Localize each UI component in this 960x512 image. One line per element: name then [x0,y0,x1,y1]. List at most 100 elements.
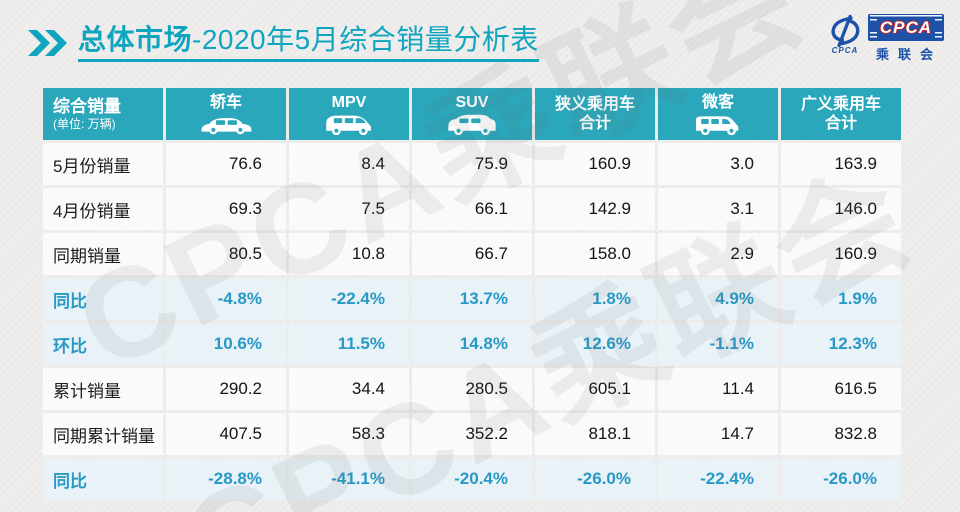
header-mpv: MPV [289,88,409,140]
cell-value: 1.9% [781,278,901,320]
row-label: 同期销量 [43,233,163,275]
header-broad-pv: 广义乘用车 合计 [781,88,901,140]
header-microvan-label: 微客 [701,93,734,111]
table-row-may-sales: 5月份销量 76.6 8.4 75.9 160.9 3.0 163.9 [43,143,901,185]
cpca-logo-right: CPCA 乘联会 [868,14,944,63]
cell-value: 605.1 [535,368,655,410]
cell-value: 280.5 [412,368,532,410]
cell-value: 818.1 [535,413,655,455]
cell-value: -26.0% [781,458,901,500]
page-title-highlight: 总体市场 [78,24,193,55]
cell-value: 12.6% [535,323,655,365]
suv-icon [412,113,532,136]
row-label: 同比 [43,458,163,500]
cell-value: 8.4 [289,143,409,185]
table-row-same-period-cumulative: 同期累计销量 407.5 58.3 352.2 818.1 14.7 832.8 [43,413,901,455]
cell-value: 14.8% [412,323,532,365]
header-unit: (单位: 万辆) [53,116,116,131]
microvan-icon [658,113,778,136]
cell-value: 2.9 [658,233,778,275]
cpca-emblem-text: CPCA [831,46,859,55]
sales-table: 综合销量 (单位: 万辆) 轿车 MPV [40,85,904,503]
cell-value: 352.2 [412,413,532,455]
page-title-rest: -2020年5月综合销量分析表 [192,24,539,55]
header-microvan: 微客 [658,88,778,140]
cell-value: 160.9 [781,233,901,275]
header-overall-sales: 综合销量 (单位: 万辆) [43,88,163,140]
row-label: 累计销量 [43,368,163,410]
table-row-cumulative-sales: 累计销量 290.2 34.4 280.5 605.1 11.4 616.5 [43,368,901,410]
cell-value: -26.0% [535,458,655,500]
cpca-acronym: CPCA [876,17,936,38]
row-label: 同比 [43,278,163,320]
cell-value: 75.9 [412,143,532,185]
table-row-april-sales: 4月份销量 69.3 7.5 66.1 142.9 3.1 146.0 [43,188,901,230]
sedan-icon [166,113,286,135]
cell-value: 11.4 [658,368,778,410]
cell-value: 163.9 [781,143,901,185]
row-label: 5月份销量 [43,143,163,185]
cell-value: -22.4% [658,458,778,500]
header-suv-label: SUV [455,93,489,111]
mpv-icon [289,113,409,136]
cell-value: 80.5 [166,233,286,275]
table-row-yoy: 同比 -4.8% -22.4% 13.7% 1.8% 4.9% 1.9% [43,278,901,320]
cell-value: 407.5 [166,413,286,455]
header-suv: SUV [412,88,532,140]
header-title: 综合销量 [53,97,121,117]
table-row-mom: 环比 10.6% 11.5% 14.8% 12.6% -1.1% 12.3% [43,323,901,365]
cpca-flag-box: CPCA [868,14,944,41]
cell-value: 66.7 [412,233,532,275]
header-row: 综合销量 (单位: 万辆) 轿车 MPV [43,88,901,140]
header-broad-pv-line1: 广义乘用车 [800,95,881,113]
cell-value: 3.0 [658,143,778,185]
header-narrow-pv: 狭义乘用车 合计 [535,88,655,140]
cpca-chinese-name: 乘联会 [875,47,942,62]
header-sedan-label: 轿车 [209,93,242,111]
table-row-cumulative-yoy: 同比 -28.8% -41.1% -20.4% -26.0% -22.4% -2… [43,458,901,500]
cell-value: 14.7 [658,413,778,455]
cell-value: 69.3 [166,188,286,230]
cell-value: 832.8 [781,413,901,455]
title-bar: 总体市场-2020年5月综合销量分析表 [28,24,539,63]
header-mpv-label: MPV [331,93,367,111]
cell-value: -28.8% [166,458,286,500]
cell-value: 290.2 [166,368,286,410]
cell-value: 66.1 [412,188,532,230]
cell-value: 13.7% [412,278,532,320]
cell-value: 146.0 [781,188,901,230]
header-sedan: 轿车 [166,88,286,140]
double-chevron-icon [28,30,68,57]
cell-value: 76.6 [166,143,286,185]
sales-table-wrap: 综合销量 (单位: 万辆) 轿车 MPV [40,85,904,503]
cell-value: 34.4 [289,368,409,410]
header-broad-pv-line2: 合计 [824,115,857,132]
cell-value: 58.3 [289,413,409,455]
cell-value: 11.5% [289,323,409,365]
table-row-same-period-sales: 同期销量 80.5 10.8 66.7 158.0 2.9 160.9 [43,233,901,275]
row-label: 4月份销量 [43,188,163,230]
cell-value: -41.1% [289,458,409,500]
cell-value: 12.3% [781,323,901,365]
header-narrow-pv-line2: 合计 [578,115,611,132]
row-label: 同期累计销量 [43,413,163,455]
page-title: 总体市场-2020年5月综合销量分析表 [78,24,539,63]
cell-value: 158.0 [535,233,655,275]
cell-value: 7.5 [289,188,409,230]
cell-value: 616.5 [781,368,901,410]
cell-value: -22.4% [289,278,409,320]
cell-value: 4.9% [658,278,778,320]
cell-value: 10.8 [289,233,409,275]
cell-value: -4.8% [166,278,286,320]
cpca-logo: CPCA CPCA 乘联会 [826,14,944,63]
cell-value: -20.4% [412,458,532,500]
cell-value: 142.9 [535,188,655,230]
cell-value: 160.9 [535,143,655,185]
row-label: 环比 [43,323,163,365]
cpca-emblem-icon: CPCA [826,14,864,55]
cell-value: -1.1% [658,323,778,365]
cell-value: 3.1 [658,188,778,230]
header-narrow-pv-line1: 狭义乘用车 [554,95,635,113]
cell-value: 1.8% [535,278,655,320]
cell-value: 10.6% [166,323,286,365]
